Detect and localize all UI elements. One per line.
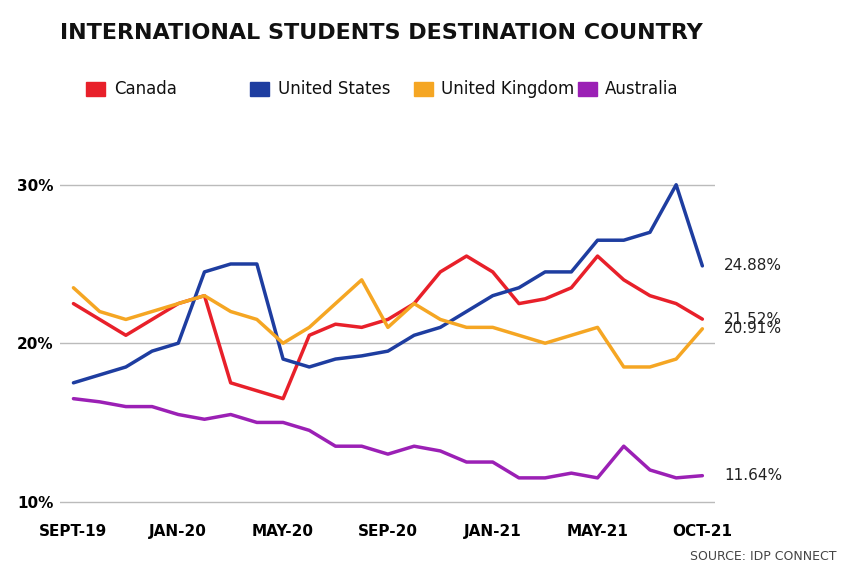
Text: INTERNATIONAL STUDENTS DESTINATION COUNTRY: INTERNATIONAL STUDENTS DESTINATION COUNT… [60,23,703,43]
Text: 20.91%: 20.91% [723,321,781,336]
Text: SOURCE: IDP CONNECT: SOURCE: IDP CONNECT [689,550,835,564]
Text: United States: United States [277,80,390,98]
Text: United Kingdom: United Kingdom [441,80,574,98]
Text: 24.88%: 24.88% [723,258,781,273]
Text: Canada: Canada [114,80,177,98]
Text: 21.52%: 21.52% [723,312,781,327]
Text: Australia: Australia [604,80,678,98]
Text: 11.64%: 11.64% [723,468,781,483]
